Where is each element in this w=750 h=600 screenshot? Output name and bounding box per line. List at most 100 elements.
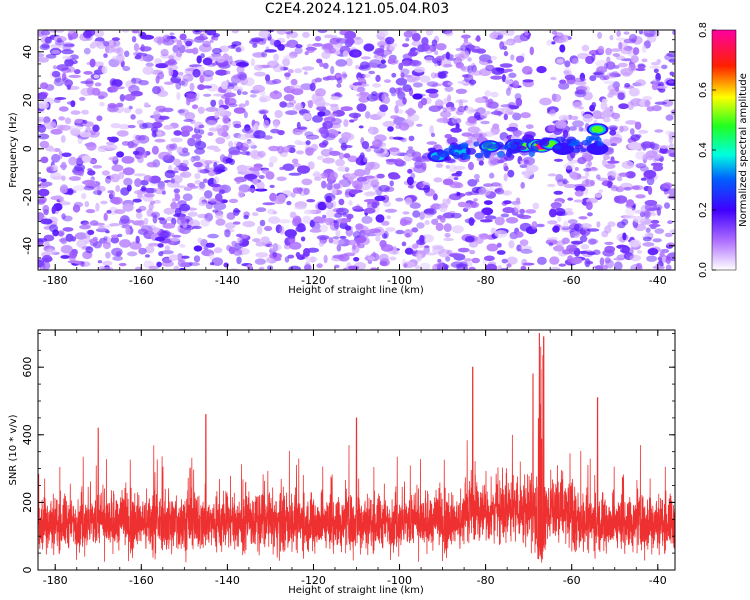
heatmap-cell xyxy=(394,105,399,114)
top-y-tick-label: 40 xyxy=(21,45,34,59)
heatmap-cell xyxy=(343,153,351,159)
heatmap-cell xyxy=(53,78,65,87)
heatmap-cell xyxy=(539,97,552,106)
heatmap-cell xyxy=(289,84,302,90)
heatmap-cell xyxy=(338,152,345,160)
heatmap-cell xyxy=(553,158,564,162)
heatmap-cell xyxy=(376,110,386,118)
heatmap-cell xyxy=(233,123,242,129)
heatmap-cell xyxy=(515,197,521,204)
heatmap-cell xyxy=(424,245,430,249)
heatmap-cell xyxy=(649,65,661,69)
heatmap-cell xyxy=(460,142,469,149)
heatmap-cell xyxy=(445,165,450,169)
heatmap-cell xyxy=(554,136,566,142)
heatmap-cell xyxy=(375,74,381,82)
heatmap-cell xyxy=(435,43,447,51)
heatmap-cell xyxy=(144,254,151,258)
heatmap-cell xyxy=(135,108,143,115)
heatmap-cell xyxy=(135,235,140,244)
heatmap-cell xyxy=(39,44,50,51)
heatmap-cell xyxy=(319,224,328,233)
heatmap-cell xyxy=(285,44,296,48)
heatmap-cell xyxy=(483,255,495,262)
heatmap-cell xyxy=(326,182,333,191)
heatmap-cell xyxy=(424,56,435,64)
heatmap-cell xyxy=(45,53,57,59)
heatmap-cell xyxy=(85,246,94,254)
heatmap-cell xyxy=(128,105,133,110)
heatmap-cell xyxy=(438,203,448,213)
heatmap-cell xyxy=(108,156,119,161)
heatmap-cell xyxy=(607,175,616,181)
heatmap-cell xyxy=(116,151,125,158)
heatmap-cell xyxy=(338,198,345,206)
heatmap-cell xyxy=(151,130,158,138)
heatmap-cell xyxy=(111,37,120,41)
heatmap-cell xyxy=(130,114,136,120)
colorbar-tick-label: 0.6 xyxy=(698,82,709,98)
heatmap-cell xyxy=(368,228,382,234)
heatmap-cell xyxy=(334,264,340,269)
heatmap-cell xyxy=(198,129,205,135)
heatmap-cell xyxy=(604,163,616,169)
heatmap-cell xyxy=(56,64,69,71)
heatmap-cell xyxy=(442,107,447,113)
heatmap-cell xyxy=(248,39,260,45)
heatmap-cell xyxy=(392,136,404,140)
heatmap-cell xyxy=(563,183,577,189)
heatmap-cell xyxy=(427,147,437,152)
heatmap-cell xyxy=(100,200,108,205)
heatmap-cell xyxy=(176,92,181,101)
heatmap-cell xyxy=(260,236,270,243)
heatmap-cell xyxy=(296,150,304,155)
heatmap-cell xyxy=(83,47,91,55)
heatmap-cell xyxy=(269,243,282,251)
heatmap-cell xyxy=(499,63,513,68)
top-y-tick-label: -20 xyxy=(21,188,34,206)
heatmap-cell xyxy=(118,262,127,267)
heatmap-cell xyxy=(361,141,370,150)
heatmap-cell xyxy=(224,222,236,229)
heatmap-cell xyxy=(515,97,523,107)
heatmap-cell xyxy=(142,122,155,129)
heatmap-cell xyxy=(512,129,522,137)
bottom-y-tick-label: 600 xyxy=(21,357,34,378)
heatmap-cell xyxy=(199,181,205,189)
heatmap-cell xyxy=(524,30,530,36)
heatmap-cell xyxy=(610,48,622,52)
heatmap-cell xyxy=(474,211,485,220)
heatmap-cell xyxy=(149,200,156,205)
heatmap-cell xyxy=(515,231,524,238)
heatmap-cell xyxy=(556,58,564,64)
heatmap-cell xyxy=(243,215,249,220)
heatmap-cell xyxy=(605,107,614,111)
heatmap-cell xyxy=(288,51,298,59)
heatmap-cell xyxy=(469,249,476,255)
heatmap-cell xyxy=(408,60,422,67)
heatmap-cell xyxy=(38,30,45,37)
heatmap-cell xyxy=(339,235,347,239)
heatmap-cell xyxy=(176,39,183,48)
heatmap-cell xyxy=(474,97,486,104)
heatmap-cell xyxy=(256,181,265,190)
heatmap-cell xyxy=(323,254,328,264)
heatmap-cell xyxy=(642,242,655,247)
heatmap-cell xyxy=(352,82,363,86)
heatmap-cell xyxy=(661,256,667,264)
heatmap-cell xyxy=(135,134,142,141)
heatmap-cell xyxy=(103,212,108,221)
heatmap-cell xyxy=(564,74,576,81)
heatmap-cell xyxy=(602,249,615,257)
heatmap-cell xyxy=(616,30,621,37)
heatmap-cell xyxy=(580,147,587,153)
heatmap-cell xyxy=(644,99,651,108)
heatmap-cell xyxy=(354,51,360,56)
heatmap-cell xyxy=(631,185,641,190)
heatmap-cell xyxy=(447,81,454,86)
heatmap-cell xyxy=(151,126,158,133)
heatmap-cell xyxy=(365,162,374,171)
heatmap-cell xyxy=(575,185,586,193)
heatmap-cell xyxy=(352,37,364,45)
heatmap-cell xyxy=(548,242,554,247)
